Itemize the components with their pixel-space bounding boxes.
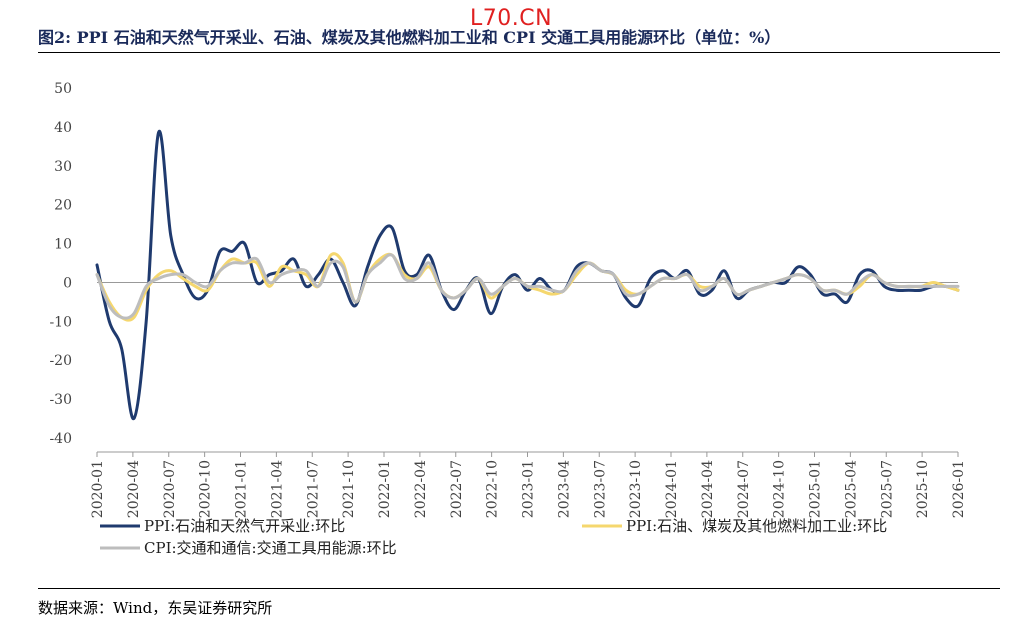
x-tick-label: 2026-01 bbox=[951, 460, 967, 518]
x-tick-label: 2020-10 bbox=[198, 460, 214, 518]
y-tick-label: -30 bbox=[49, 392, 72, 408]
x-tick-label: 2025-01 bbox=[808, 460, 824, 518]
x-tick-label: 2020-07 bbox=[162, 460, 178, 518]
x-tick-label: 2023-07 bbox=[592, 460, 608, 518]
x-tick-label: 2022-07 bbox=[449, 460, 465, 518]
legend-label-2: PPI:石油、煤炭及其他燃料加工业:环比 bbox=[626, 517, 887, 535]
y-tick-label: -40 bbox=[49, 431, 72, 447]
x-tick-label: 2020-04 bbox=[126, 460, 142, 518]
y-tick-label: 20 bbox=[54, 198, 72, 214]
x-tick-label: 2024-01 bbox=[664, 460, 680, 518]
x-tick-label: 2023-01 bbox=[521, 460, 537, 518]
chart-title: 图2: PPI 石油和天然气开采业、石油、煤炭及其他燃料加工业和 CPI 交通工… bbox=[38, 28, 781, 47]
x-tick-label: 2024-10 bbox=[772, 460, 788, 518]
series-line-1 bbox=[95, 129, 960, 421]
y-tick-label: 0 bbox=[63, 275, 72, 291]
y-tick-label: -20 bbox=[49, 353, 72, 369]
legend-label-1: PPI:石油和天然气开采业:环比 bbox=[144, 517, 345, 535]
y-tick-label: 10 bbox=[54, 237, 72, 253]
watermark-text: L70.CN bbox=[470, 6, 553, 31]
y-tick-label: 40 bbox=[54, 120, 72, 136]
x-tick-label: 2020-01 bbox=[90, 460, 106, 518]
x-tick-label: 2024-04 bbox=[700, 460, 716, 518]
x-tick-label: 2023-04 bbox=[556, 460, 572, 518]
source-divider bbox=[38, 588, 1000, 589]
title-divider bbox=[38, 52, 1000, 53]
x-tick-label: 2023-10 bbox=[628, 460, 644, 518]
x-tick-label: 2025-04 bbox=[843, 460, 859, 518]
x-tick-label: 2022-01 bbox=[377, 460, 393, 518]
x-tick-label: 2025-07 bbox=[879, 460, 895, 518]
x-tick-label: 2021-04 bbox=[269, 460, 285, 518]
x-tick-label: 2021-01 bbox=[234, 460, 250, 518]
x-tick-label: 2025-10 bbox=[915, 460, 931, 518]
x-tick-label: 2024-07 bbox=[736, 460, 752, 518]
y-tick-label: 30 bbox=[54, 159, 72, 175]
source-note: 数据来源：Wind，东吴证券研究所 bbox=[38, 599, 273, 617]
legend-label-3: CPI:交通和通信:交通工具用能源:环比 bbox=[144, 539, 397, 557]
x-tick-label: 2021-07 bbox=[305, 460, 321, 518]
series-line-3 bbox=[95, 253, 960, 320]
x-tick-label: 2021-10 bbox=[341, 460, 357, 518]
x-tick-label: 2022-10 bbox=[485, 460, 501, 518]
y-tick-label: 50 bbox=[54, 81, 72, 97]
y-tick-label: -10 bbox=[49, 314, 72, 330]
x-tick-label: 2022-04 bbox=[413, 460, 429, 518]
